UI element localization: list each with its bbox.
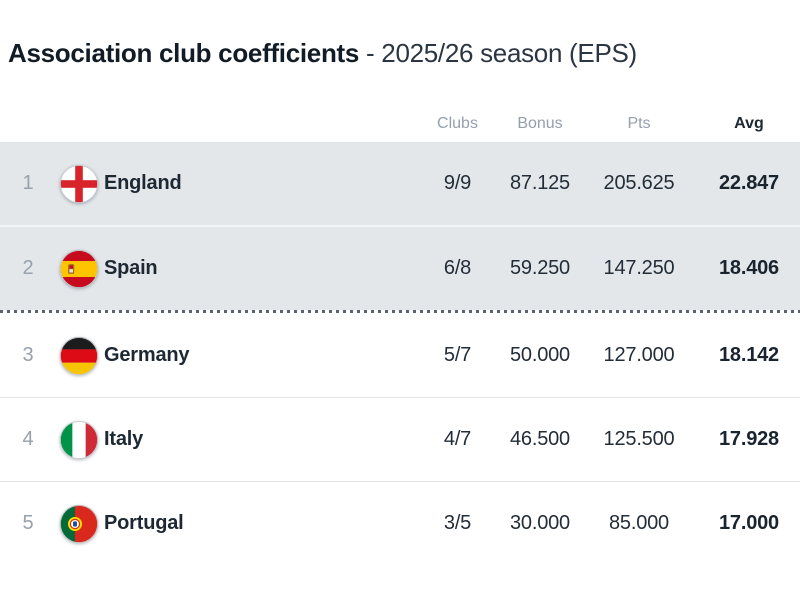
column-header-avg: Avg bbox=[734, 115, 764, 132]
remaining-rows-group: 3 Germany 5/7 50.000 127.000 18.142 4 It… bbox=[0, 314, 800, 565]
pts-value: 147.250 bbox=[603, 257, 675, 279]
avg-value: 18.406 bbox=[719, 257, 779, 279]
germany-flag-icon bbox=[56, 336, 102, 376]
rank-number: 3 bbox=[22, 344, 34, 366]
avg-value: 17.000 bbox=[719, 512, 779, 534]
table-row-germany[interactable]: 3 Germany 5/7 50.000 127.000 18.142 bbox=[0, 314, 800, 397]
table-row-portugal[interactable]: 5 Portugal 3/5 30.000 85.000 17.000 bbox=[0, 481, 800, 565]
clubs-value: 5/7 bbox=[443, 344, 472, 366]
rank-number: 2 bbox=[22, 257, 34, 279]
clubs-value: 6/8 bbox=[443, 257, 472, 279]
portugal-flag-icon bbox=[56, 504, 102, 544]
clubs-value: 3/5 bbox=[443, 512, 472, 534]
bonus-value: 30.000 bbox=[510, 512, 570, 534]
avg-value: 17.928 bbox=[719, 428, 779, 450]
pts-value: 127.000 bbox=[603, 344, 675, 366]
pts-value: 85.000 bbox=[609, 512, 669, 534]
pts-value: 125.500 bbox=[603, 428, 675, 450]
table-row-italy[interactable]: 4 Italy 4/7 46.500 125.500 17.928 bbox=[0, 397, 800, 481]
table-header-row: Clubs Bonus Pts Avg bbox=[0, 104, 800, 142]
column-header-pts: Pts bbox=[627, 115, 651, 132]
bonus-value: 50.000 bbox=[510, 344, 570, 366]
association-coefficients-widget: Association club coefficients - 2025/26 … bbox=[0, 36, 800, 565]
country-name: Italy bbox=[104, 428, 144, 450]
country-name: Spain bbox=[104, 257, 158, 279]
country-name: Germany bbox=[104, 344, 190, 366]
bonus-value: 46.500 bbox=[510, 428, 570, 450]
avg-value: 18.142 bbox=[719, 344, 779, 366]
rank-number: 5 bbox=[22, 512, 34, 534]
page-title-suffix: - 2025/26 season (EPS) bbox=[366, 38, 637, 68]
rank-number: 4 bbox=[22, 428, 34, 450]
table-row-spain[interactable]: 2 Spain 6/8 59.250 147.250 18.406 bbox=[0, 225, 800, 310]
clubs-value: 9/9 bbox=[443, 172, 472, 194]
bonus-value: 87.125 bbox=[510, 172, 570, 194]
qualification-cutoff-divider bbox=[0, 310, 800, 314]
country-name: England bbox=[104, 172, 182, 194]
avg-value: 22.847 bbox=[719, 172, 779, 194]
rank-number: 1 bbox=[22, 172, 34, 194]
column-header-clubs: Clubs bbox=[437, 115, 478, 132]
spain-flag-icon bbox=[56, 249, 102, 289]
clubs-value: 4/7 bbox=[443, 428, 472, 450]
england-flag-icon bbox=[56, 164, 102, 204]
column-header-bonus: Bonus bbox=[517, 115, 563, 132]
pts-value: 205.625 bbox=[603, 172, 675, 194]
qualified-rows-group: 1 England 9/9 87.125 205.625 22.847 2 Sp… bbox=[0, 142, 800, 310]
table-row-england[interactable]: 1 England 9/9 87.125 205.625 22.847 bbox=[0, 142, 800, 225]
country-name: Portugal bbox=[104, 512, 184, 534]
page-title-main: Association club coefficients bbox=[8, 38, 360, 68]
italy-flag-icon bbox=[56, 420, 102, 460]
page-title: Association club coefficients - 2025/26 … bbox=[8, 36, 800, 70]
bonus-value: 59.250 bbox=[510, 257, 570, 279]
